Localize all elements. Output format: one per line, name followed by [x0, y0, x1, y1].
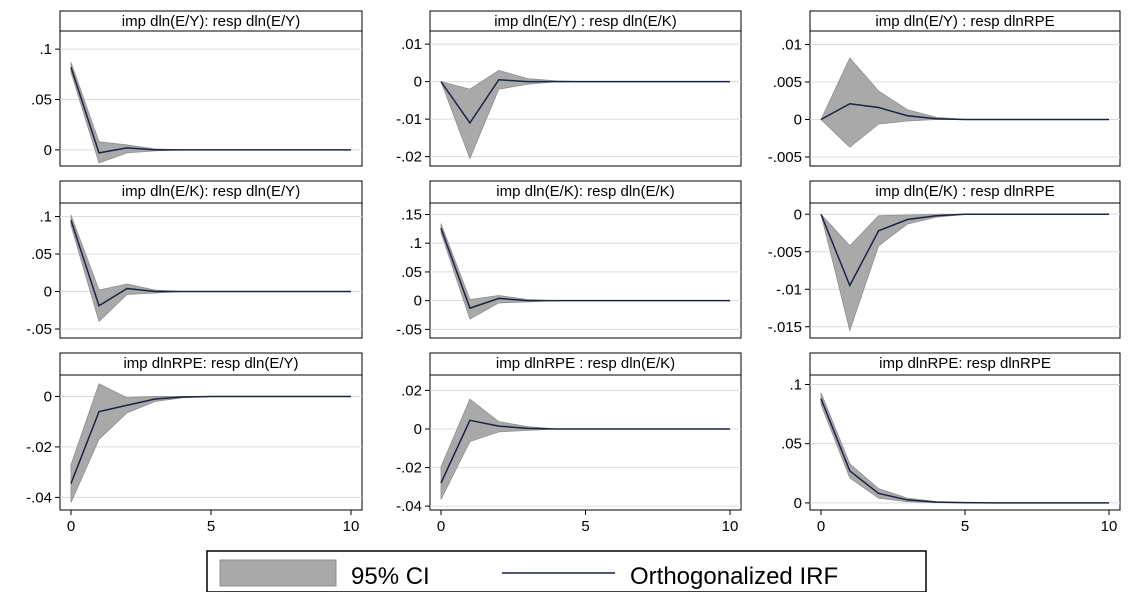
x-tick-label: 0 [67, 518, 75, 535]
panel-title: imp dln(E/Y) : resp dlnRPE [875, 13, 1054, 30]
y-tick-label: .01 [781, 37, 802, 54]
panel-title: imp dln(E/Y) : resp dln(E/K) [494, 13, 677, 30]
y-tick-label: .1 [39, 209, 52, 226]
y-tick-label: 0 [44, 142, 52, 159]
irf-panel-6: imp dln(E/K) : resp dlnRPE -.015 -.01 -.005… [768, 180, 1121, 339]
plot-area [809, 374, 1121, 511]
irf-line [70, 395, 351, 484]
y-tick-label: .05 [401, 264, 422, 281]
x-tick-label: 10 [722, 518, 739, 535]
panel-title: imp dln(E/K): resp dln(E/K) [496, 183, 674, 200]
y-tick-label: .005 [773, 74, 802, 91]
y-tick-label: .05 [31, 92, 52, 109]
irf-line [440, 419, 730, 484]
legend-irf-label: Orthogonalized IRF [630, 563, 838, 590]
irf-panel-1: imp dln(E/Y): resp dln(E/Y) 0 .05 .1 [31, 10, 363, 167]
irf-panel-5: imp dln(E/K): resp dln(E/K) -.05 0 .05 .1 .15 [396, 180, 742, 339]
y-tick-label: .1 [789, 376, 802, 393]
plot-area [429, 202, 742, 339]
y-tick-label: 0 [794, 112, 802, 129]
panel-title: imp dlnRPE: resp dln(E/Y) [123, 355, 298, 372]
x-tick-label: 0 [817, 518, 825, 535]
y-tick-label: -.01 [776, 281, 802, 298]
y-tick-label: -.02 [396, 149, 422, 166]
irf-line [820, 102, 1109, 121]
plot-area [429, 374, 742, 511]
y-tick-label: -.015 [768, 319, 802, 336]
y-tick-label: -.05 [396, 321, 422, 338]
ci-band [820, 213, 1109, 332]
y-tick-label: -.04 [26, 489, 52, 506]
y-tick-label: -.005 [768, 149, 802, 166]
y-tick-label: -.05 [26, 321, 52, 338]
y-tick-label: 0 [414, 74, 422, 91]
irf-line [440, 228, 730, 310]
y-tick-label: 0 [44, 388, 52, 405]
irf-line [820, 398, 1109, 504]
y-tick-label: .01 [401, 36, 422, 53]
plot-area [429, 30, 742, 167]
y-tick-label: -.01 [396, 111, 422, 128]
irf-panel-3: imp dln(E/Y) : resp dlnRPE -.005 0 .005 .01 [768, 10, 1121, 167]
irf-line [70, 220, 351, 307]
x-tick-label: 5 [207, 518, 215, 535]
irf-line [70, 67, 351, 154]
x-tick-label: 5 [961, 518, 969, 535]
irf-panel-8: imp dlnRPE : resp dln(E/K) -.04 -.02 0 .02 0 5… [396, 352, 742, 535]
y-tick-label: .02 [401, 382, 422, 399]
ci-band [820, 57, 1109, 148]
x-tick-label: 0 [437, 518, 445, 535]
y-tick-label: .15 [401, 206, 422, 223]
y-tick-label: .05 [31, 246, 52, 263]
panel-title: imp dlnRPE : resp dln(E/K) [496, 355, 675, 372]
irf-panel-7: imp dlnRPE: resp dln(E/Y) -.04 -.02 0 0 5 10 [26, 352, 363, 535]
legend: 95% CI Orthogonalized IRF [206, 550, 927, 592]
panel-title: imp dln(E/K): resp dln(E/Y) [122, 183, 300, 200]
y-tick-label: 0 [414, 293, 422, 310]
y-tick-label: -.02 [26, 439, 52, 456]
y-tick-label: 0 [44, 284, 52, 301]
plot-area [59, 202, 363, 339]
irf-panel-9: imp dlnRPE: resp dlnRPE 0 .05 .1 0 5 10 [781, 352, 1121, 535]
panel-title: imp dln(E/K) : resp dlnRPE [875, 183, 1054, 200]
x-tick-label: 10 [343, 518, 360, 535]
y-tick-label: 0 [794, 495, 802, 512]
irf-line [820, 213, 1109, 288]
x-tick-label: 10 [1101, 518, 1118, 535]
x-tick-label: 5 [581, 518, 589, 535]
ci-band [440, 69, 730, 160]
y-tick-label: -.04 [396, 498, 422, 515]
y-tick-label: -.02 [396, 460, 422, 477]
y-tick-label: 0 [794, 206, 802, 223]
irf-panel-4: imp dln(E/K): resp dln(E/Y) -.05 0 .05 .1 [26, 180, 363, 339]
legend-ci-label: 95% CI [351, 563, 430, 590]
y-tick-label: .1 [39, 41, 52, 58]
y-tick-label: -.005 [768, 244, 802, 261]
panel-title: imp dln(E/Y): resp dln(E/Y) [122, 13, 300, 30]
legend-ci-swatch [219, 559, 337, 587]
y-tick-label: 0 [414, 421, 422, 438]
y-tick-label: .1 [409, 235, 422, 252]
irf-line [440, 78, 730, 125]
y-tick-label: .05 [781, 436, 802, 453]
irf-panel-2: imp dln(E/Y) : resp dln(E/K) -.02 -.01 0 .01 [396, 10, 742, 167]
panel-title: imp dlnRPE: resp dlnRPE [879, 355, 1051, 372]
